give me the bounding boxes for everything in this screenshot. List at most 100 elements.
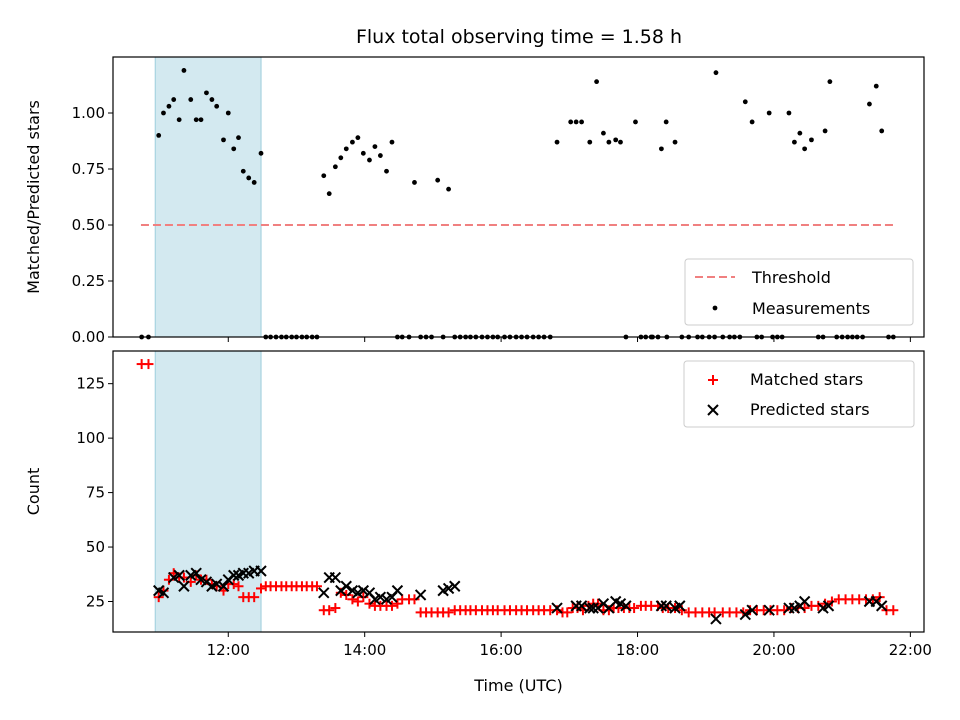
predicted-star-point bbox=[374, 591, 387, 603]
measurement-point bbox=[156, 133, 162, 138]
predicted-star-point bbox=[157, 587, 170, 599]
measurement-point bbox=[193, 117, 199, 123]
measurement-point bbox=[209, 97, 215, 102]
measurement-point bbox=[766, 110, 772, 116]
measurement-point bbox=[321, 173, 327, 179]
y-tick-label: 50 bbox=[86, 538, 105, 556]
measurement-point bbox=[749, 119, 755, 125]
matched-star-point bbox=[324, 605, 335, 616]
legend: Threshold Measurements bbox=[684, 258, 914, 326]
predicted-star-point bbox=[876, 600, 888, 612]
matched-star-point bbox=[562, 607, 573, 618]
matched-star-point bbox=[143, 359, 154, 370]
plot-frame bbox=[112, 350, 925, 633]
predicted-star-point bbox=[442, 582, 455, 595]
legend-box bbox=[684, 258, 914, 326]
predicted-star-point bbox=[357, 584, 370, 597]
measurement-point bbox=[188, 97, 194, 102]
measurement-point bbox=[568, 119, 574, 125]
predicted-star-point bbox=[575, 600, 588, 612]
predicted-star-point bbox=[739, 608, 752, 621]
predicted-star-point bbox=[228, 569, 240, 582]
observing-span bbox=[155, 57, 262, 337]
legend-predicted-label: Predicted stars bbox=[750, 400, 870, 419]
predicted-star-point bbox=[318, 587, 330, 599]
matched-star-point bbox=[443, 607, 454, 618]
measurement-point bbox=[594, 79, 599, 85]
predicted-star-point bbox=[255, 565, 267, 577]
y-tick-label: 0.00 bbox=[72, 328, 105, 346]
predicted-star-point bbox=[190, 567, 202, 579]
measurement-point bbox=[867, 101, 872, 107]
measurement-point bbox=[350, 139, 355, 145]
matched-star-point bbox=[888, 605, 899, 616]
measurement-point bbox=[613, 137, 619, 143]
predicted-star-point bbox=[584, 602, 596, 614]
x-tick-label: 20:00 bbox=[752, 641, 795, 659]
matched-star-point bbox=[409, 594, 420, 605]
measurement-point bbox=[618, 139, 623, 145]
measurement-point bbox=[389, 139, 395, 145]
y-tick-label: 0.50 bbox=[72, 216, 105, 234]
legend-box bbox=[683, 360, 915, 428]
x-axis-label: Time (UTC) bbox=[473, 676, 562, 695]
predicted-star-point bbox=[710, 613, 722, 625]
y-tick-label: 1.00 bbox=[72, 104, 105, 122]
measurement-point bbox=[412, 180, 417, 185]
measurement-point bbox=[231, 146, 237, 152]
predicted-star-point bbox=[340, 580, 352, 592]
predicted-star-point bbox=[660, 600, 672, 612]
matched-star-point bbox=[629, 603, 640, 614]
measurement-point bbox=[809, 137, 814, 143]
measurement-point bbox=[204, 90, 209, 96]
predicted-star-point bbox=[587, 602, 599, 614]
chart-title: Flux total observing time = 1.58 h bbox=[356, 26, 682, 48]
legend-measurement-swatch bbox=[712, 305, 718, 311]
y-axis-label: Count bbox=[24, 468, 43, 516]
predicted-star-point bbox=[551, 602, 563, 614]
measurement-point bbox=[176, 117, 182, 123]
matched-star-point bbox=[256, 583, 267, 594]
measurement-point bbox=[355, 135, 361, 141]
measurement-point bbox=[879, 128, 885, 134]
measurement-point bbox=[573, 119, 579, 125]
legend-measurement-label: Measurements bbox=[752, 299, 870, 318]
x-tick-label: 16:00 bbox=[479, 641, 522, 659]
matched-star-point bbox=[347, 594, 358, 605]
predicted-star-point bbox=[655, 600, 668, 612]
x-tick-label: 22:00 bbox=[889, 641, 932, 659]
measurement-point bbox=[435, 177, 441, 183]
matched-star-point bbox=[386, 600, 397, 611]
measurement-point bbox=[198, 117, 204, 123]
measurement-point bbox=[601, 130, 606, 136]
predicted-star-point bbox=[414, 589, 427, 601]
matched-star-point bbox=[352, 596, 363, 607]
predicted-star-point bbox=[620, 600, 632, 612]
predicted-star-point bbox=[822, 600, 835, 612]
predicted-star-point bbox=[210, 578, 223, 590]
x-tick-label: 18:00 bbox=[616, 641, 659, 659]
measurement-point bbox=[161, 110, 166, 116]
predicted-star-point bbox=[173, 569, 185, 582]
measurement-point bbox=[802, 146, 808, 152]
measurement-point bbox=[166, 103, 172, 109]
measurement-point bbox=[822, 128, 828, 134]
predicted-star-point bbox=[798, 595, 811, 608]
measurement-point bbox=[360, 150, 366, 156]
predicted-star-point bbox=[449, 580, 461, 592]
measurement-point bbox=[792, 139, 797, 145]
measurement-point bbox=[633, 119, 638, 125]
measurement-point bbox=[258, 150, 264, 156]
measurement-point bbox=[181, 68, 187, 73]
y-tick-label: 75 bbox=[86, 484, 105, 502]
measurement-point bbox=[225, 110, 231, 116]
matched-star-point bbox=[330, 603, 341, 614]
observing-span bbox=[155, 351, 262, 632]
matched-star-point bbox=[392, 598, 403, 609]
measurement-point bbox=[797, 130, 803, 136]
measurement-point bbox=[221, 137, 226, 143]
legend-matched-label: Matched stars bbox=[750, 370, 863, 389]
measurement-point bbox=[579, 119, 584, 125]
measurement-point bbox=[873, 83, 879, 89]
